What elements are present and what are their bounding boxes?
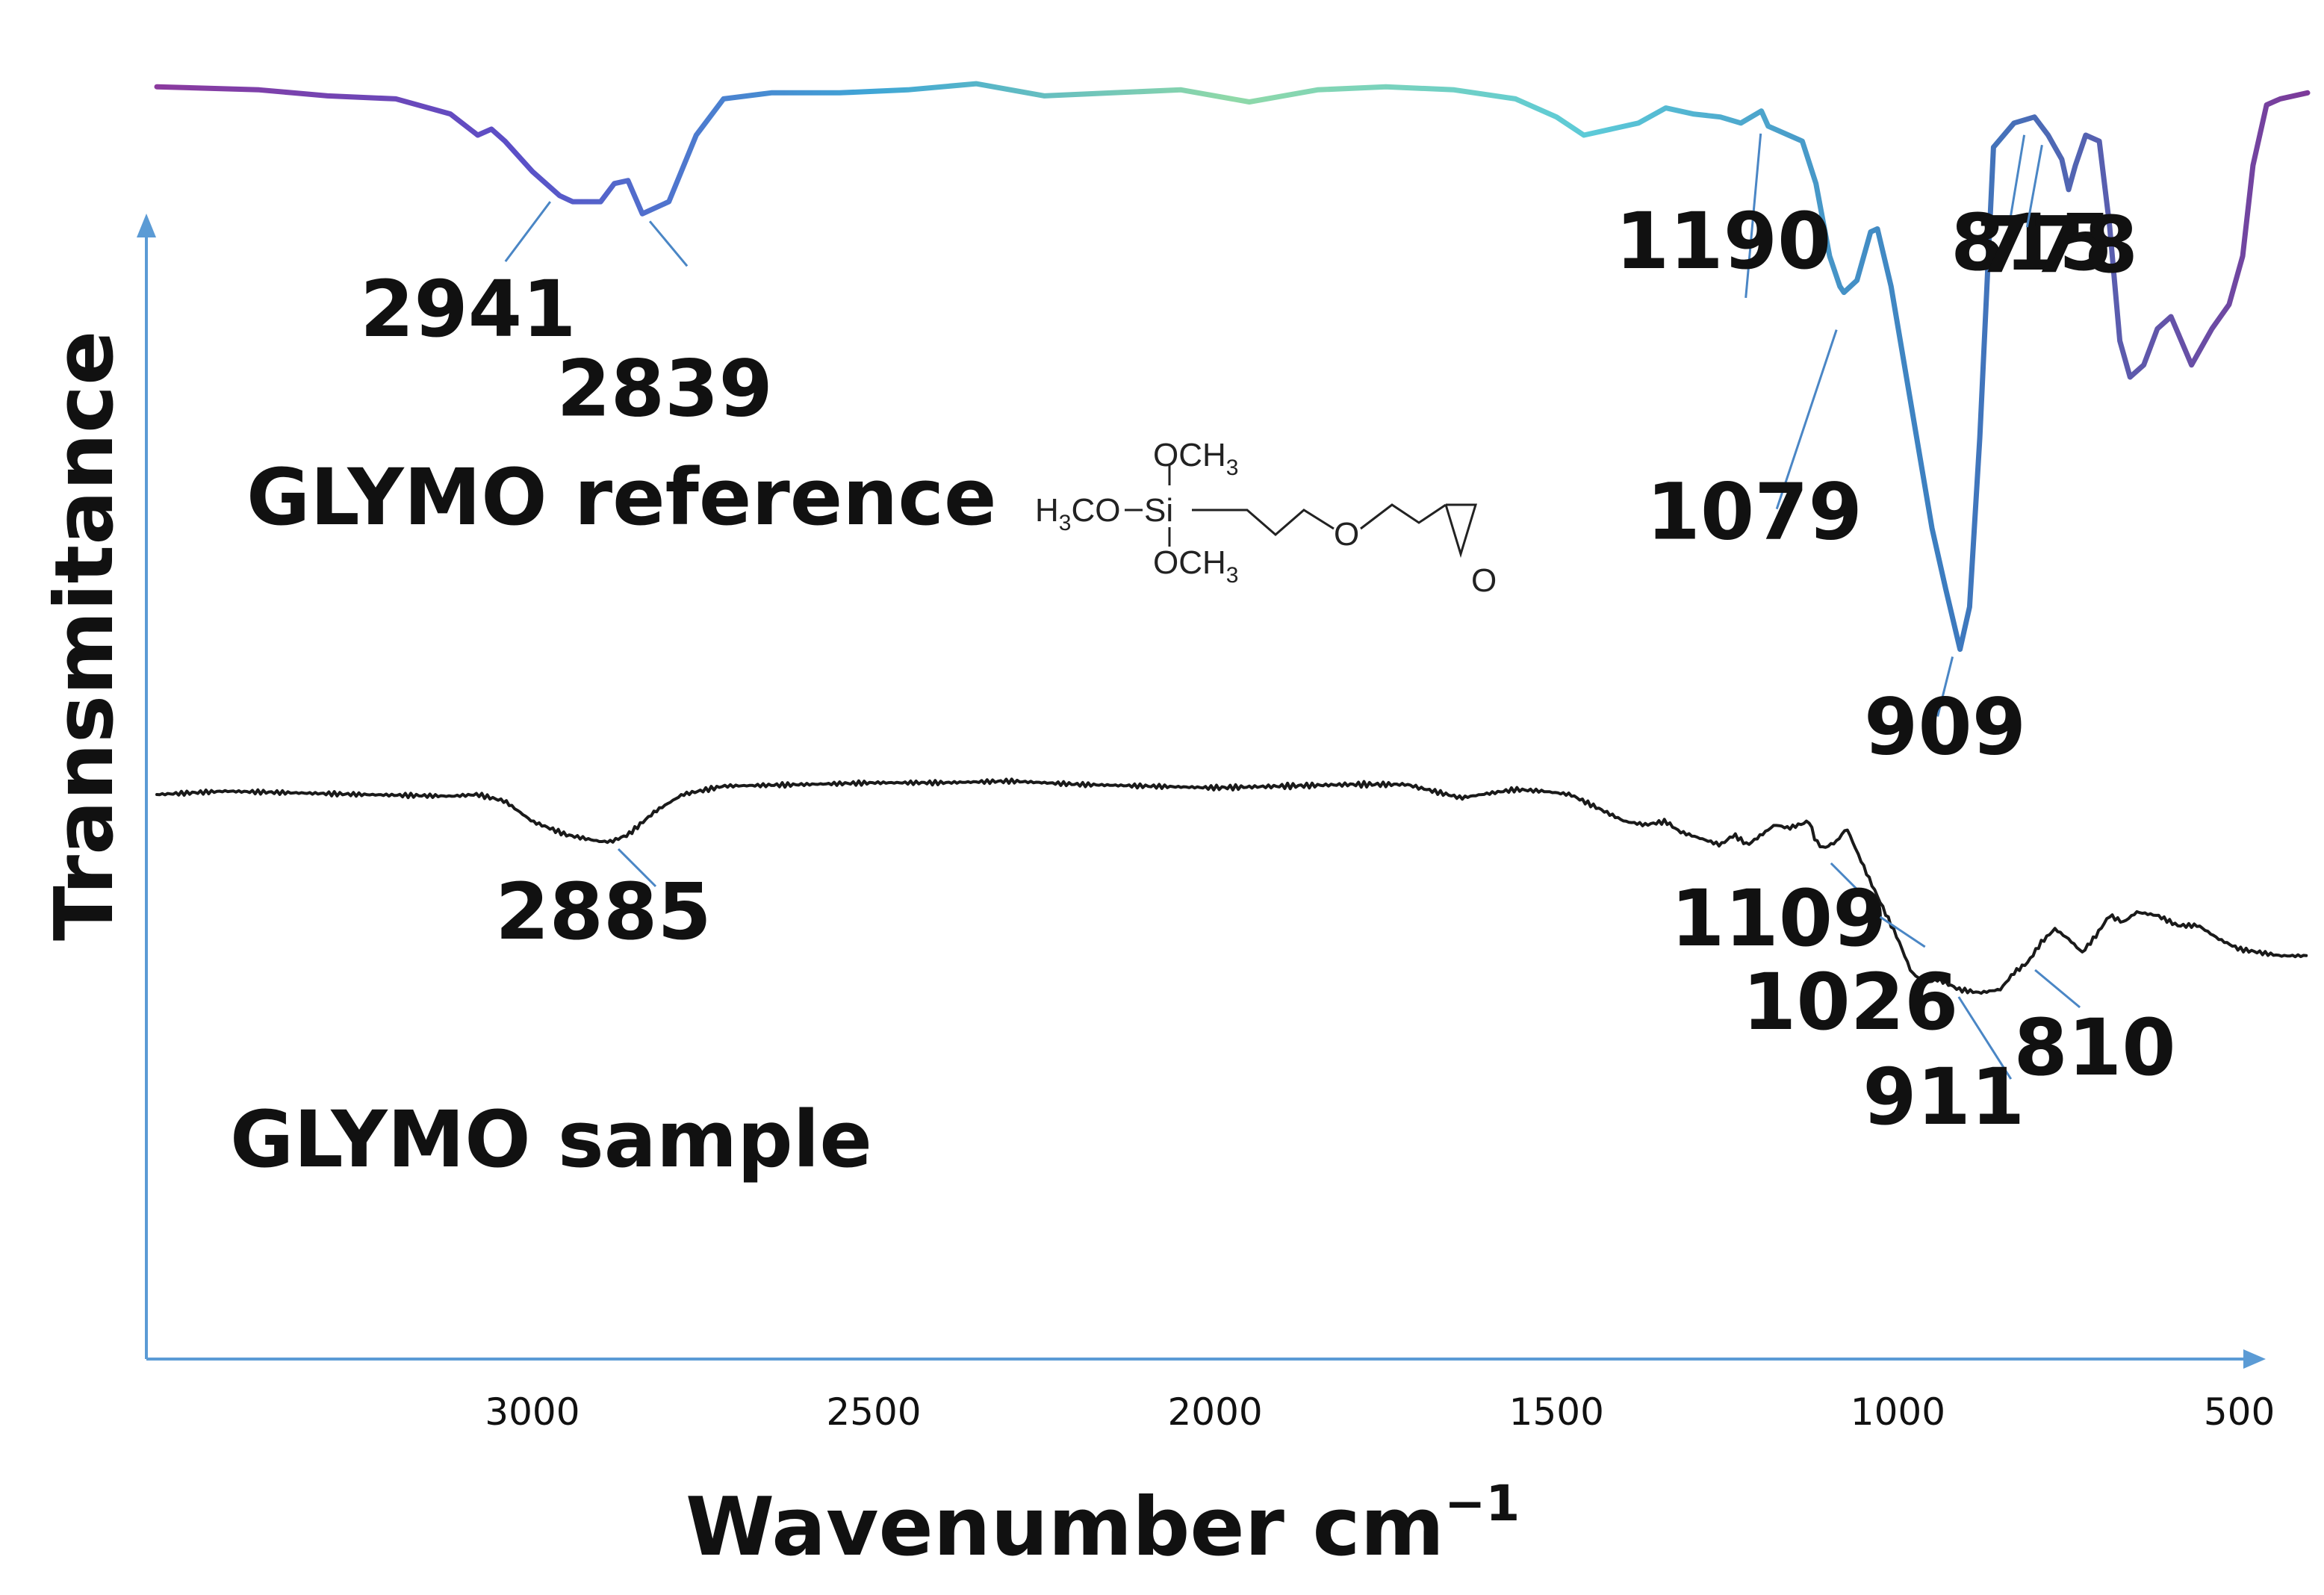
peak-leader-line <box>504 201 551 263</box>
peak-label: 2839 <box>556 343 772 434</box>
peak-label: 2885 <box>495 866 711 957</box>
y-axis-arrow <box>137 214 156 237</box>
x-axis-title: Wavenumber cm−1 <box>686 1475 1520 1574</box>
peak-label: 1109 <box>1671 873 1886 964</box>
peak-leader-line <box>2008 134 2026 226</box>
reference-series-line <box>154 81 2311 652</box>
peak-leader-line <box>648 220 689 267</box>
peak-leader-line <box>2025 144 2043 228</box>
x-axis-title-superscript: −1 <box>1444 1475 1520 1532</box>
axes <box>137 214 2266 1369</box>
structure-bottom-group: OCH3 <box>1153 544 1238 588</box>
peak-leader-line <box>617 848 657 888</box>
x-tick-label: 2000 <box>1167 1390 1262 1434</box>
structure-left-group: H3CO <box>1035 492 1120 535</box>
x-tick-label: 500 <box>2204 1390 2275 1434</box>
x-tick-label: 1000 <box>1851 1390 1945 1434</box>
x-tick-label: 1500 <box>1509 1390 1604 1434</box>
x-axis-title-main: Wavenumber cm <box>686 1481 1444 1574</box>
peak-leader-line <box>1830 862 1869 902</box>
peak-leader-line <box>1744 133 1762 299</box>
series-label-sample: GLYMO sample <box>230 1094 872 1185</box>
peak-label: 810 <box>2014 1002 2176 1093</box>
structure-epoxide-ring <box>1444 503 1478 559</box>
x-tick-label: 3000 <box>485 1390 580 1434</box>
structure-si-atom: Si <box>1144 492 1173 529</box>
peak-label: 1079 <box>1646 467 1862 558</box>
structure-chain <box>1192 509 1335 536</box>
structure-chain-oxygen: O <box>1334 516 1359 553</box>
peak-leader-line <box>1879 915 1926 948</box>
structure-chain <box>1360 503 1447 530</box>
peak-label: 815 <box>1951 197 2113 288</box>
peak-label: 1026 <box>1742 957 1958 1048</box>
peak-leader-line <box>2034 968 2081 1009</box>
peak-label: 909 <box>1864 682 2026 773</box>
peak-leader-line <box>1936 656 1954 717</box>
structure-epoxide-oxygen: O <box>1471 562 1497 599</box>
peak-label: 2941 <box>360 264 576 355</box>
sample-series-line <box>155 777 2308 995</box>
peak-label: 1190 <box>1615 196 1831 287</box>
x-tick-labels: 3000 2500 2000 1500 1000 500 <box>485 1390 2275 1434</box>
series-label-reference: GLYMO reference <box>246 452 997 543</box>
peak-leader-line <box>1957 996 2013 1080</box>
x-tick-label: 2500 <box>826 1390 921 1434</box>
x-axis-arrow <box>2243 1349 2266 1369</box>
glymo-structure: H3CO Si OCH3 OCH3 O O <box>1035 437 1497 599</box>
peak-label: 778 <box>1976 199 2138 290</box>
peak-leader-line <box>1775 329 1838 510</box>
peak-label: 911 <box>1862 1051 2025 1142</box>
structure-top-group: OCH3 <box>1153 437 1238 480</box>
y-axis-title: Transmitance <box>38 331 131 941</box>
